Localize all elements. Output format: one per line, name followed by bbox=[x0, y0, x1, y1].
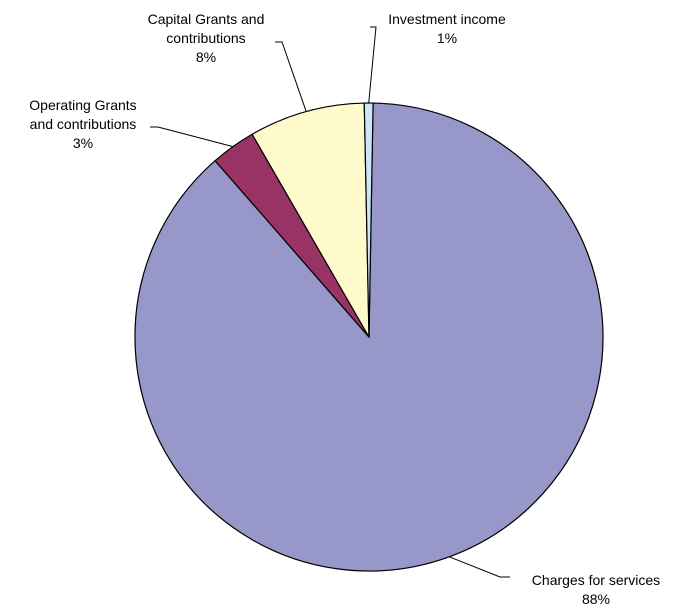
slice-label-line: Operating Grants bbox=[29, 97, 136, 113]
leader-investment-income bbox=[369, 27, 376, 103]
leader-charges-for-services bbox=[449, 557, 510, 577]
slice-label-line: Charges for services bbox=[532, 572, 660, 588]
label-charges-for-services: Charges for services 88% bbox=[532, 572, 660, 607]
label-operating-grants: Operating Grants and contributions 3% bbox=[29, 97, 136, 151]
slice-label-line: contributions bbox=[166, 30, 245, 46]
slice-percent-label: 1% bbox=[437, 30, 457, 46]
label-investment-income: Investment income 1% bbox=[388, 11, 506, 46]
pie-slices bbox=[135, 103, 603, 571]
leader-operating-grants bbox=[150, 127, 233, 147]
slice-percent-label: 8% bbox=[196, 49, 216, 65]
label-capital-grants: Capital Grants and contributions 8% bbox=[148, 11, 265, 65]
slice-percent-label: 3% bbox=[73, 135, 93, 151]
slice-percent-label: 88% bbox=[582, 591, 610, 607]
leader-capital-grants bbox=[275, 42, 306, 112]
slice-label-line: Investment income bbox=[388, 11, 506, 27]
slice-label-line: and contributions bbox=[30, 116, 137, 132]
slice-label-line: Capital Grants and bbox=[148, 11, 265, 27]
